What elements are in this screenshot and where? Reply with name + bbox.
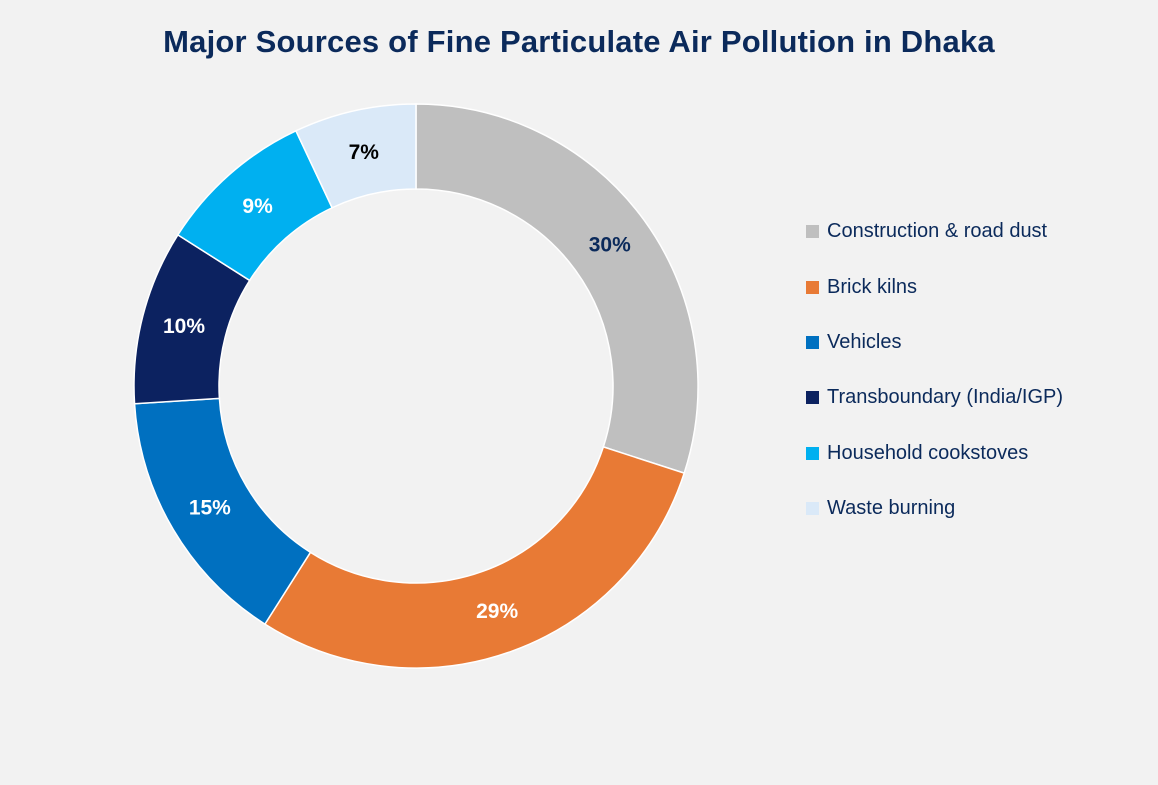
legend-item-transboundary-india-igp: Transboundary (India/IGP) <box>806 370 1063 425</box>
legend-swatch <box>806 335 819 349</box>
data-label-construction-road-dust: 30% <box>589 234 631 257</box>
legend-item-household-cookstoves: Household cookstoves <box>806 426 1063 481</box>
legend-item-construction-road-dust: Construction & road dust <box>806 204 1063 259</box>
legend-label: Household cookstoves <box>827 441 1029 464</box>
legend-label: Brick kilns <box>827 275 918 298</box>
legend-item-vehicles: Vehicles <box>806 315 1063 370</box>
data-label-transboundary-india-igp: 10% <box>163 315 205 338</box>
legend-item-waste-burning: Waste burning <box>806 481 1063 536</box>
data-label-household-cookstoves: 9% <box>242 195 273 218</box>
legend-swatch <box>806 280 819 294</box>
legend-item-brick-kilns: Brick kilns <box>806 259 1063 314</box>
legend: Construction & road dust Brick kilns Vehic… <box>806 204 1063 536</box>
legend-swatch <box>806 502 819 516</box>
slice-construction-road-dust <box>415 103 699 475</box>
legend-swatch <box>806 225 819 239</box>
slice-waste-burning <box>294 103 417 209</box>
legend-label: Waste burning <box>827 497 956 520</box>
legend-swatch <box>806 446 819 460</box>
chart-title: Major Sources of Fine Particulate Air Po… <box>163 24 995 59</box>
data-label-waste-burning: 7% <box>349 141 380 164</box>
data-label-brick-kilns: 29% <box>476 600 518 623</box>
slice-brick-kilns <box>263 445 686 669</box>
data-label-vehicles: 15% <box>189 496 231 519</box>
legend-label: Transboundary (India/IGP) <box>827 386 1064 409</box>
legend-label: Vehicles <box>827 330 902 353</box>
legend-swatch <box>806 391 819 405</box>
legend-label: Construction & road dust <box>827 220 1048 243</box>
